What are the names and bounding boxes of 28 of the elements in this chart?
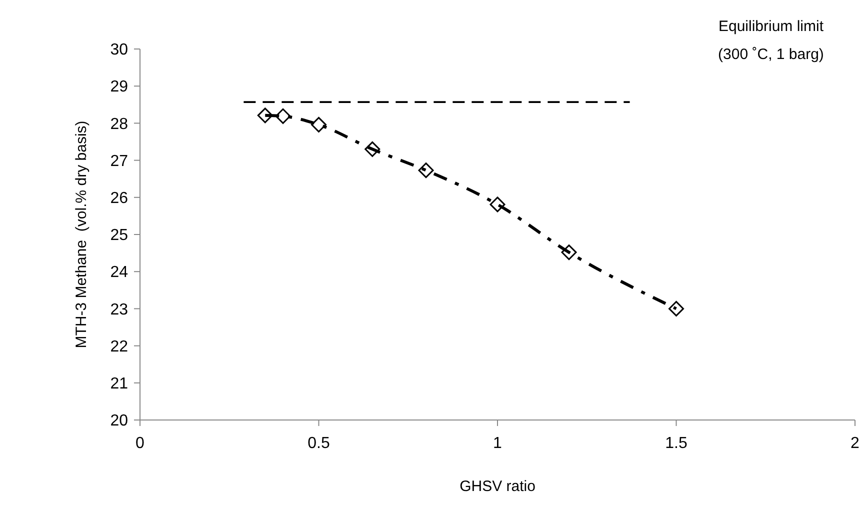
x-tick-label: 1 <box>493 435 502 452</box>
y-axis-title: MTH-3 Methane (vol.% dry basis) <box>73 120 90 348</box>
point <box>364 141 380 157</box>
x-tick-label: 2 <box>850 435 860 452</box>
y-tick-label: 20 <box>110 412 128 430</box>
y-tick-label: 22 <box>110 338 128 356</box>
y-tick-label: 26 <box>110 190 128 207</box>
x-tick-label: 0 <box>136 435 145 452</box>
y-tick-label: 27 <box>110 152 128 170</box>
point <box>561 244 577 260</box>
y-tick-label: 23 <box>110 301 128 318</box>
point <box>311 116 326 132</box>
point <box>490 196 506 212</box>
y-tick-label: 30 <box>110 42 128 59</box>
point <box>257 108 273 124</box>
y-tick-label: 25 <box>110 227 128 244</box>
y-tick-label: 29 <box>110 78 128 96</box>
y-tick-label: 24 <box>110 264 128 282</box>
point <box>668 300 684 316</box>
text: Equilibrium limit <box>718 18 824 35</box>
y-tick-label: 28 <box>110 116 128 133</box>
annotation: (300 ˚C, 1 barg) <box>718 46 824 63</box>
y-tick-label: 21 <box>110 376 128 392</box>
x-tick-label: 1.5 <box>665 435 688 452</box>
x-tick-label: 0.5 <box>308 435 330 452</box>
point <box>418 162 434 178</box>
point <box>275 108 291 124</box>
x-axis-title: GHSV ratio <box>460 478 536 495</box>
